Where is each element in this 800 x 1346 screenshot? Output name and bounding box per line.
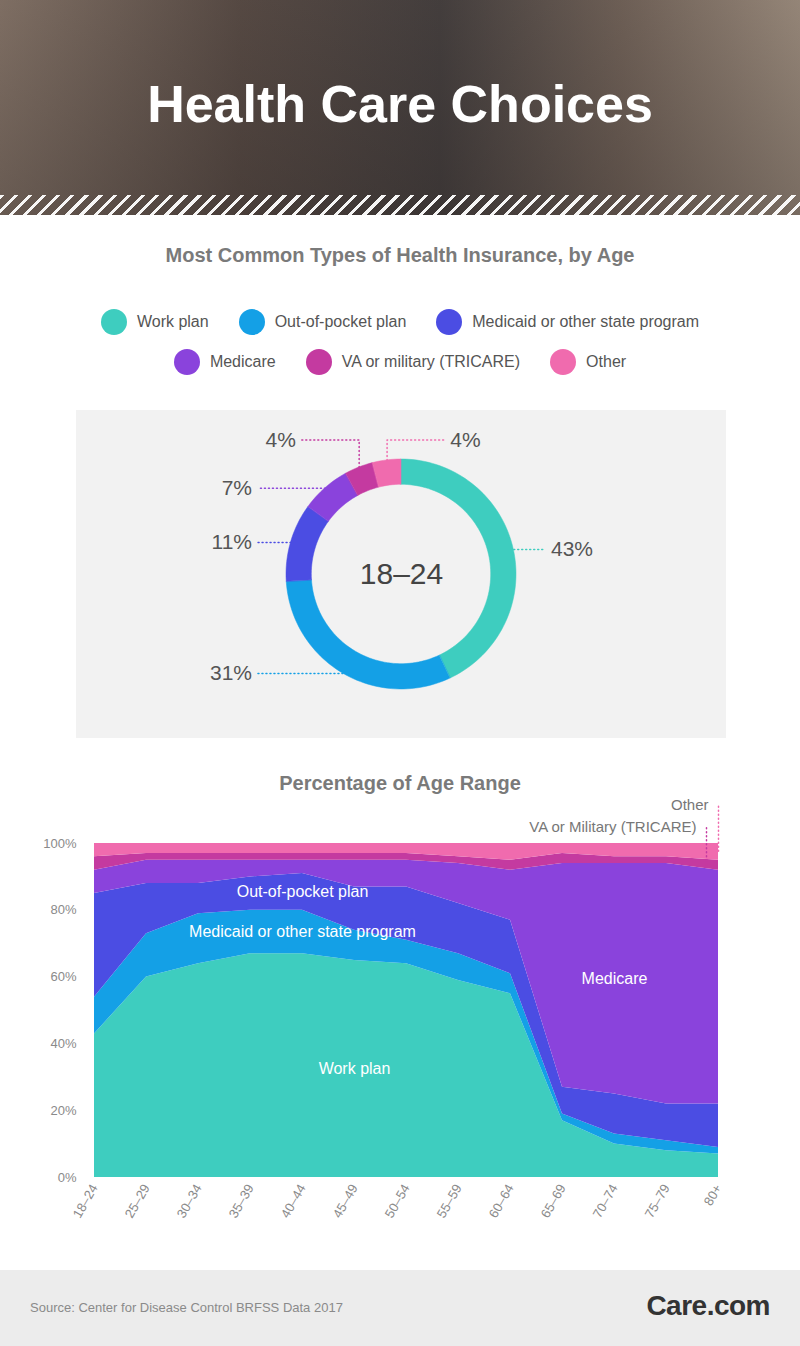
html-text:Care.com: Care.com — [646, 1290, 770, 1321]
svg-text:45–49: 45–49 — [330, 1182, 361, 1221]
svg-text:18–24: 18–24 — [70, 1182, 101, 1221]
svg-text:80%: 80% — [50, 902, 76, 917]
svg-text:11%: 11% — [212, 530, 252, 553]
html-text:Percentage of Age Range: Percentage of Age Range — [279, 772, 521, 794]
svg-text:65–69: 65–69 — [538, 1182, 569, 1221]
svg-text:43%: 43% — [551, 537, 593, 560]
html-text:Medicaid or other state progra: Medicaid or other state program — [472, 313, 700, 330]
html-text:Most Common Types of Health In: Most Common Types of Health Insurance, b… — [165, 244, 635, 266]
svg-text:Medicare: Medicare — [582, 970, 648, 987]
svg-text:30–34: 30–34 — [174, 1182, 205, 1221]
html-text:Medicare: Medicare — [209, 353, 276, 370]
svg-text:35–39: 35–39 — [226, 1182, 257, 1221]
svg-text:55–59: 55–59 — [434, 1182, 465, 1221]
svg-text:100%: 100% — [43, 836, 77, 851]
svg-text:60–64: 60–64 — [486, 1182, 517, 1221]
svg-text:4%: 4% — [450, 428, 480, 451]
svg-text:Medicaid or other state progra: Medicaid or other state program — [189, 923, 416, 940]
svg-text:20%: 20% — [50, 1103, 76, 1118]
svg-text:31%: 31% — [210, 661, 252, 684]
svg-text:60%: 60% — [50, 969, 76, 984]
html-text:VA or military (TRICARE): VA or military (TRICARE) — [341, 353, 521, 370]
svg-text:Work plan: Work plan — [319, 1060, 391, 1077]
svg-text:4%: 4% — [266, 428, 296, 451]
svg-text:40%: 40% — [50, 1036, 76, 1051]
html-text:Work plan: Work plan — [136, 313, 209, 330]
html-text:Other: Other — [586, 353, 627, 370]
svg-text:7%: 7% — [222, 476, 252, 499]
svg-text:75–79: 75–79 — [642, 1182, 673, 1221]
svg-text:VA or Military (TRICARE): VA or Military (TRICARE) — [529, 818, 696, 835]
svg-text:0%: 0% — [58, 1170, 77, 1185]
svg-text:80+: 80+ — [701, 1182, 725, 1209]
svg-text:40–44: 40–44 — [278, 1182, 309, 1221]
html-text:Out-of-pocket plan: Out-of-pocket plan — [274, 313, 407, 330]
svg-text:Other: Other — [671, 796, 709, 813]
svg-text:50–54: 50–54 — [382, 1182, 413, 1221]
html-text:Health Care Choices: Health Care Choices — [147, 75, 653, 133]
svg-text:Out-of-pocket plan: Out-of-pocket plan — [237, 883, 369, 900]
svg-text:18–24: 18–24 — [360, 557, 443, 590]
html-text:Source: Center for Disease Con: Source: Center for Disease Control BRFSS… — [30, 1300, 343, 1315]
svg-text:70–74: 70–74 — [590, 1182, 621, 1221]
svg-text:25–29: 25–29 — [122, 1182, 153, 1221]
